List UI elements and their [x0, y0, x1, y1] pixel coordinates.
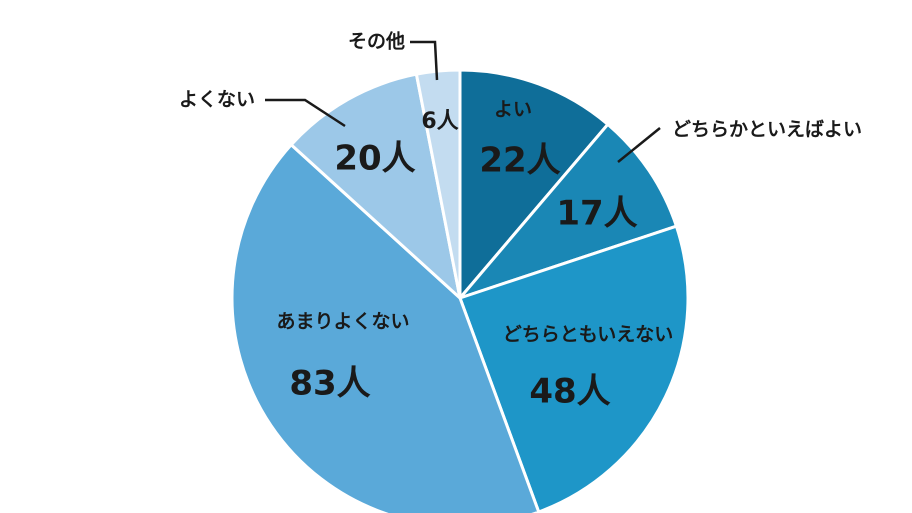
- pie-slice: [289, 72, 463, 303]
- value-label: 48人: [529, 372, 610, 412]
- value-label: 22人: [479, 141, 560, 181]
- slice-label: どちらともいえない: [503, 324, 674, 346]
- pie: [230, 68, 690, 513]
- slice-label: あまりよくない: [276, 311, 409, 333]
- value-label: 83人: [289, 364, 370, 404]
- pie-slice: [230, 142, 541, 513]
- pie-slice: [455, 122, 679, 302]
- value-label: 6人: [421, 109, 458, 134]
- value-label: 20人: [334, 139, 415, 179]
- slice-label: どちらかといえばよい: [672, 119, 862, 141]
- leader-line: [617, 127, 661, 163]
- pie-slice: [458, 224, 690, 513]
- slice-label: よい: [494, 99, 532, 121]
- pie-slice: [414, 68, 462, 299]
- pie-slice: [458, 68, 610, 303]
- slice-label: よくない: [179, 89, 255, 111]
- leader-line: [410, 40, 439, 81]
- slice-label: その他: [348, 30, 405, 53]
- value-label: 17人: [556, 194, 637, 234]
- leader-line: [265, 98, 346, 128]
